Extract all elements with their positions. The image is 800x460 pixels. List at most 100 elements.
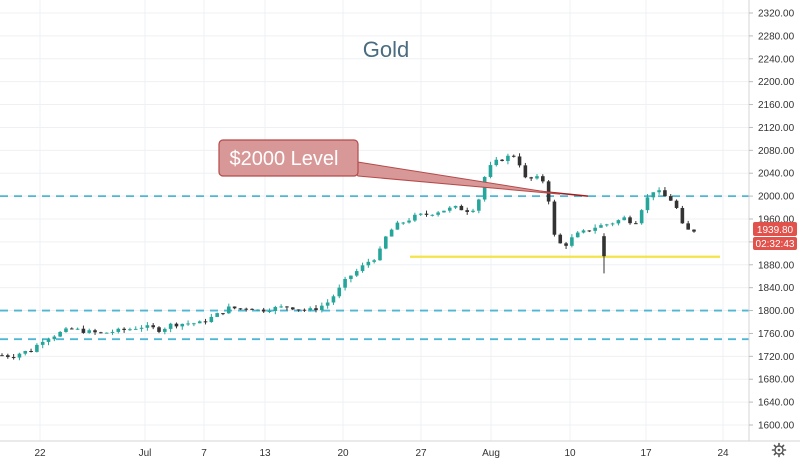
candlestick-series <box>0 153 696 361</box>
candle-body <box>186 323 190 325</box>
date-tick-label: Jul <box>139 448 152 459</box>
candle-body <box>197 321 202 324</box>
candle-body <box>180 323 185 327</box>
candle-body <box>407 220 411 223</box>
candle-body <box>273 307 278 312</box>
date-tick-label: 10 <box>564 448 576 459</box>
candle-body <box>35 344 39 352</box>
candle-body <box>634 223 638 225</box>
candle-body <box>628 217 632 224</box>
price-tick-label: 2080.00 <box>758 146 795 157</box>
candle-body <box>564 243 568 246</box>
candle-body <box>459 205 464 211</box>
candle-body <box>663 190 667 197</box>
price-tick-label: 2120.00 <box>758 123 795 134</box>
candle-body <box>337 287 342 297</box>
candle-body <box>366 261 371 266</box>
candle-body <box>81 328 86 333</box>
candle-body <box>296 309 301 311</box>
candle-body <box>541 176 545 182</box>
time-axis: 22 Jul 7 13 20 27 Aug 10 17 24 <box>34 448 729 459</box>
candle-body <box>325 302 330 306</box>
price-tick-label: 2160.00 <box>758 100 795 111</box>
candle-body <box>40 341 45 345</box>
candle-body <box>139 327 144 329</box>
price-tick-label: 2040.00 <box>758 169 795 180</box>
candle-body <box>151 325 155 328</box>
candle-body <box>58 331 62 337</box>
candle-body <box>308 308 313 311</box>
date-tick-label: 22 <box>34 448 46 459</box>
candle-body <box>46 339 51 342</box>
candle-body <box>668 196 673 201</box>
candle-body <box>477 199 481 211</box>
candle-body <box>587 230 592 232</box>
candle-body <box>221 313 225 315</box>
candle-body <box>494 159 499 166</box>
candle-body <box>657 190 661 193</box>
candle-body <box>11 357 16 359</box>
price-tick-label: 2240.00 <box>758 54 795 65</box>
candle-body <box>570 237 574 246</box>
candle-body <box>6 355 10 358</box>
last-price-label: 1939.80 <box>757 225 794 236</box>
candle-body <box>285 306 289 308</box>
price-tick-label: 2280.00 <box>758 31 795 42</box>
candle-body <box>372 260 376 262</box>
candle-body <box>674 200 679 208</box>
candle-body <box>511 155 516 157</box>
candle-body <box>17 353 22 358</box>
candle-body <box>575 232 580 238</box>
date-tick-label: Aug <box>482 448 500 459</box>
price-tick-label: 1800.00 <box>758 306 795 317</box>
candle-body <box>209 316 214 323</box>
candle-body <box>192 323 196 325</box>
candle-body <box>383 236 388 249</box>
candle-body <box>447 207 452 211</box>
candle-body <box>0 355 4 357</box>
date-tick-label: 17 <box>640 448 652 459</box>
candle-body <box>290 307 295 310</box>
price-tick-label: 1960.00 <box>758 215 795 226</box>
candle-body <box>174 323 179 327</box>
candle-body <box>320 305 324 311</box>
annotation-pointer-wedge <box>343 159 561 195</box>
price-tick-label: 1600.00 <box>758 421 795 432</box>
candle-body <box>535 176 539 179</box>
candle-body <box>23 351 28 354</box>
settings-gear-icon[interactable] <box>771 442 787 458</box>
candle-body <box>395 222 400 230</box>
candle-body <box>93 330 97 333</box>
candle-body <box>331 296 336 303</box>
price-tick-label: 1880.00 <box>758 260 795 271</box>
annotation-box <box>218 139 359 177</box>
candle-body <box>104 332 109 334</box>
candle-body <box>250 308 254 310</box>
candle-body <box>226 306 231 314</box>
candle-body <box>401 222 406 224</box>
candle-body <box>529 177 533 179</box>
candle-body <box>639 210 644 224</box>
candle-body <box>500 159 504 161</box>
candle-body <box>424 213 429 215</box>
candle-body <box>157 327 161 332</box>
price-tick-label: 2200.00 <box>758 77 795 88</box>
candle-body <box>436 212 440 215</box>
candle-body <box>442 210 446 213</box>
candle-body <box>465 210 470 212</box>
candle-body <box>203 321 208 323</box>
candle-body <box>29 351 33 353</box>
candle-body <box>413 214 417 221</box>
annotation-label: $2000 Level <box>230 148 339 170</box>
candle-body <box>232 306 237 309</box>
candle-body <box>302 309 307 311</box>
candle-body <box>453 205 458 208</box>
countdown-tag <box>753 237 797 250</box>
candle-body <box>99 332 103 334</box>
candle-body <box>552 201 557 235</box>
candle-body <box>133 328 138 330</box>
candle-body <box>349 275 353 279</box>
candle-body <box>75 328 80 330</box>
candle-body <box>343 278 347 288</box>
candle-body <box>488 165 493 177</box>
